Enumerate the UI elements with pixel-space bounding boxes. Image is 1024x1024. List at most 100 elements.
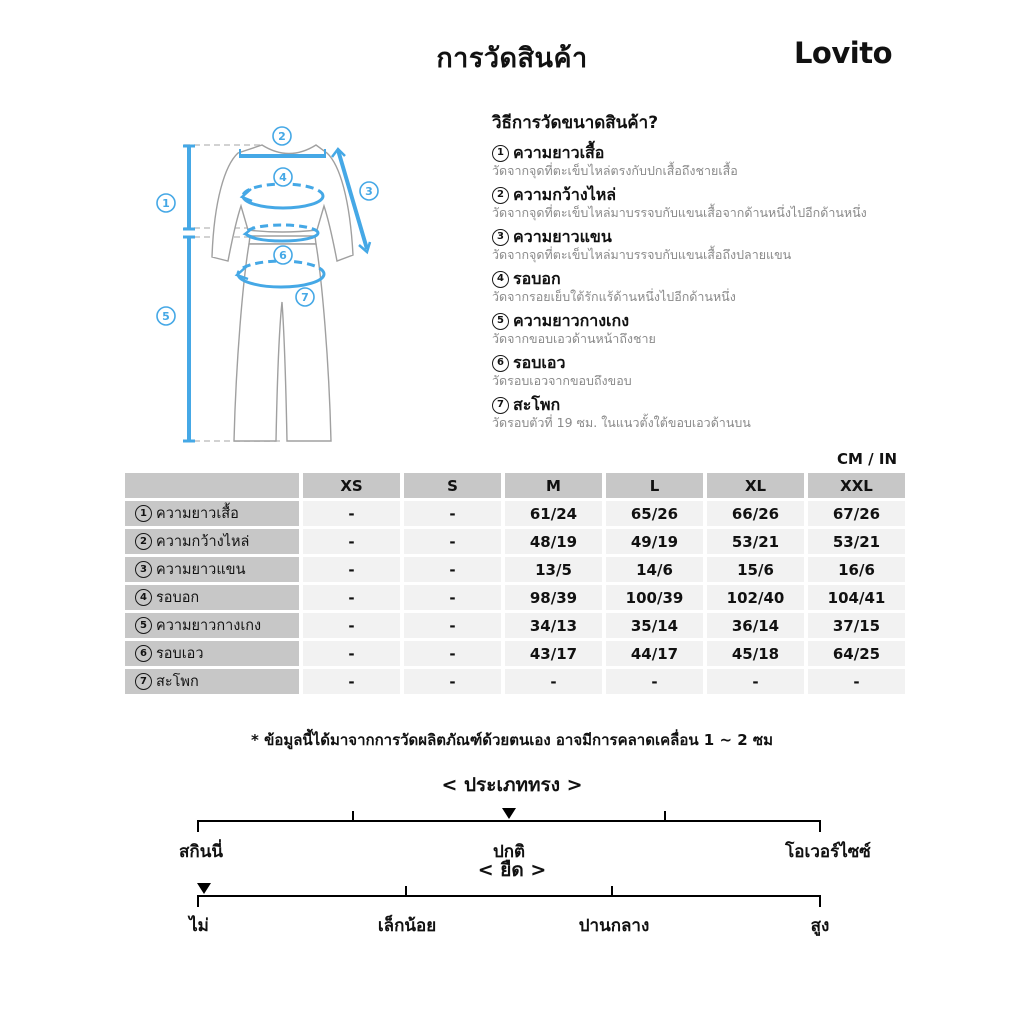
- scale-marker: [502, 808, 516, 819]
- cell: 104/41: [808, 585, 905, 610]
- fit-type-scale-title: < ประเภททรง >: [441, 774, 583, 796]
- garment-outline: [211, 144, 354, 442]
- row-number-badge: 1: [135, 505, 152, 522]
- table-row: 2 ความกว้างไหล่ - - 48/19 49/19 53/21 53/…: [125, 529, 905, 554]
- measurement-marks: [183, 144, 372, 443]
- cell: -: [303, 557, 400, 582]
- stretch-label-none: ไม่: [189, 916, 209, 936]
- cell: -: [303, 641, 400, 666]
- row-label-cell: 7 สะโพก: [125, 669, 299, 694]
- table-header-row: XS S M L XL XXL: [125, 473, 905, 498]
- garment-measurement-diagram: 1 2 3 4 5 6 7: [156, 126, 379, 443]
- cell: 53/21: [707, 529, 804, 554]
- item-number-badge: 5: [492, 312, 509, 330]
- column-header-xxl: XXL: [808, 473, 905, 498]
- row-label: ความยาวกางเกง: [156, 618, 262, 634]
- scale-endcap-left: [197, 895, 199, 907]
- row-number-badge: 5: [135, 617, 152, 634]
- row-label: รอบอก: [156, 590, 200, 606]
- instructions-heading: วิธีการวัดขนาดสินค้า?: [492, 113, 659, 133]
- measurement-disclaimer: * ข้อมูลนี้ได้มาจากการวัดผลิตภัณฑ์ด้วยตน…: [251, 731, 773, 749]
- instruction-item: 6 รอบเอว วัดรอบเอวจากขอบถึงขอบ: [492, 353, 937, 389]
- callout-4: 4: [273, 167, 293, 187]
- row-label-cell: 2 ความกว้างไหล่: [125, 529, 299, 554]
- item-name: รอบอก: [513, 269, 561, 288]
- row-number-badge: 7: [135, 673, 152, 690]
- cell: 61/24: [505, 501, 602, 526]
- row-number-badge: 6: [135, 645, 152, 662]
- row-number-badge: 2: [135, 533, 152, 550]
- cell: 45/18: [707, 641, 804, 666]
- top-garment: [211, 144, 354, 262]
- fit-type-label-oversize: โอเวอร์ไซซ์: [785, 842, 871, 862]
- cell: 98/39: [505, 585, 602, 610]
- item-description: วัดจากจุดที่ตะเข็บไหล่มาบรรจบกับแขนเสื้อ…: [492, 247, 792, 262]
- row-label-cell: 6 รอบเอว: [125, 641, 299, 666]
- cell: -: [303, 501, 400, 526]
- cell: -: [404, 613, 501, 638]
- cell: 34/13: [505, 613, 602, 638]
- svg-text:3: 3: [365, 185, 373, 198]
- diagram-callouts: 1 2 3 4 5 6 7: [156, 126, 379, 326]
- scale-endcap-right: [819, 820, 821, 832]
- instruction-item: 3 ความยาวแขน วัดจากจุดที่ตะเข็บไหล่มาบรรจ…: [492, 227, 937, 263]
- item-number-badge: 7: [492, 396, 509, 414]
- table-row: 5 ความยาวกางเกง - - 34/13 35/14 36/14 37/…: [125, 613, 905, 638]
- svg-text:2: 2: [278, 130, 286, 143]
- cell: 49/19: [606, 529, 703, 554]
- item-number-badge: 2: [492, 186, 509, 204]
- row-number-badge: 4: [135, 589, 152, 606]
- stretch-scale: [197, 883, 821, 907]
- item-number-badge: 1: [492, 144, 509, 162]
- scale-tick: [352, 811, 354, 820]
- table-row: 4 รอบอก - - 98/39 100/39 102/40 104/41: [125, 585, 905, 610]
- cell: -: [707, 669, 804, 694]
- svg-text:6: 6: [279, 249, 287, 262]
- fit-type-scale: [197, 808, 821, 832]
- svg-text:1: 1: [162, 197, 170, 210]
- column-header-xs: XS: [303, 473, 400, 498]
- cell: -: [505, 669, 602, 694]
- table-row: 7 สะโพก - - - - - -: [125, 669, 905, 694]
- cell: 13/5: [505, 557, 602, 582]
- instruction-item: 7 สะโพก วัดรอบตัวที่ 19 ซม. ในแนวตั้งใต้ข…: [492, 395, 937, 431]
- row-label-cell: 1 ความยาวเสื้อ: [125, 501, 299, 526]
- item-description: วัดรอบตัวที่ 19 ซม. ในแนวตั้งใต้ขอบเอวด้…: [492, 415, 751, 430]
- callout-3: 3: [359, 181, 379, 201]
- cell: 36/14: [707, 613, 804, 638]
- item-name: สะโพก: [513, 395, 561, 414]
- stretch-label-medium: ปานกลาง: [578, 916, 650, 936]
- size-table: XS S M L XL XXL 1 ความยาวเสื้อ - - 61/24 …: [121, 470, 909, 697]
- row-label: ความกว้างไหล่: [156, 534, 250, 550]
- item-description: วัดรอบเอวจากขอบถึงขอบ: [492, 373, 632, 388]
- cell: -: [606, 669, 703, 694]
- item-name: รอบเอว: [513, 353, 566, 372]
- scale-endcap-right: [819, 895, 821, 907]
- table-row: 6 รอบเอว - - 43/17 44/17 45/18 64/25: [125, 641, 905, 666]
- row-label-cell: 3 ความยาวแขน: [125, 557, 299, 582]
- callout-5: 5: [156, 306, 176, 326]
- svg-text:7: 7: [301, 291, 309, 304]
- row-label-cell: 4 รอบอก: [125, 585, 299, 610]
- table-corner-cell: [125, 473, 299, 498]
- cell: -: [404, 529, 501, 554]
- stretch-scale-title: < ยืด >: [477, 859, 547, 881]
- item-description: วัดจากรอยเย็บใต้รักแร้ด้านหนึ่งไปอีกด้าน…: [492, 289, 736, 304]
- cell: 66/26: [707, 501, 804, 526]
- column-header-xl: XL: [707, 473, 804, 498]
- svg-text:4: 4: [279, 171, 287, 184]
- cell: 14/6: [606, 557, 703, 582]
- cell: 53/21: [808, 529, 905, 554]
- fit-type-label-regular: ปกติ: [492, 842, 526, 862]
- pants: [233, 243, 332, 442]
- item-number-badge: 6: [492, 354, 509, 372]
- cell: 16/6: [808, 557, 905, 582]
- cell: 48/19: [505, 529, 602, 554]
- cell: 15/6: [707, 557, 804, 582]
- scale-tick: [664, 811, 666, 820]
- fit-type-label-skinny: สกินนี่: [179, 842, 223, 862]
- stretch-label-slight: เล็กน้อย: [377, 916, 437, 936]
- item-number-badge: 3: [492, 228, 509, 246]
- row-number-badge: 3: [135, 561, 152, 578]
- cell: -: [404, 501, 501, 526]
